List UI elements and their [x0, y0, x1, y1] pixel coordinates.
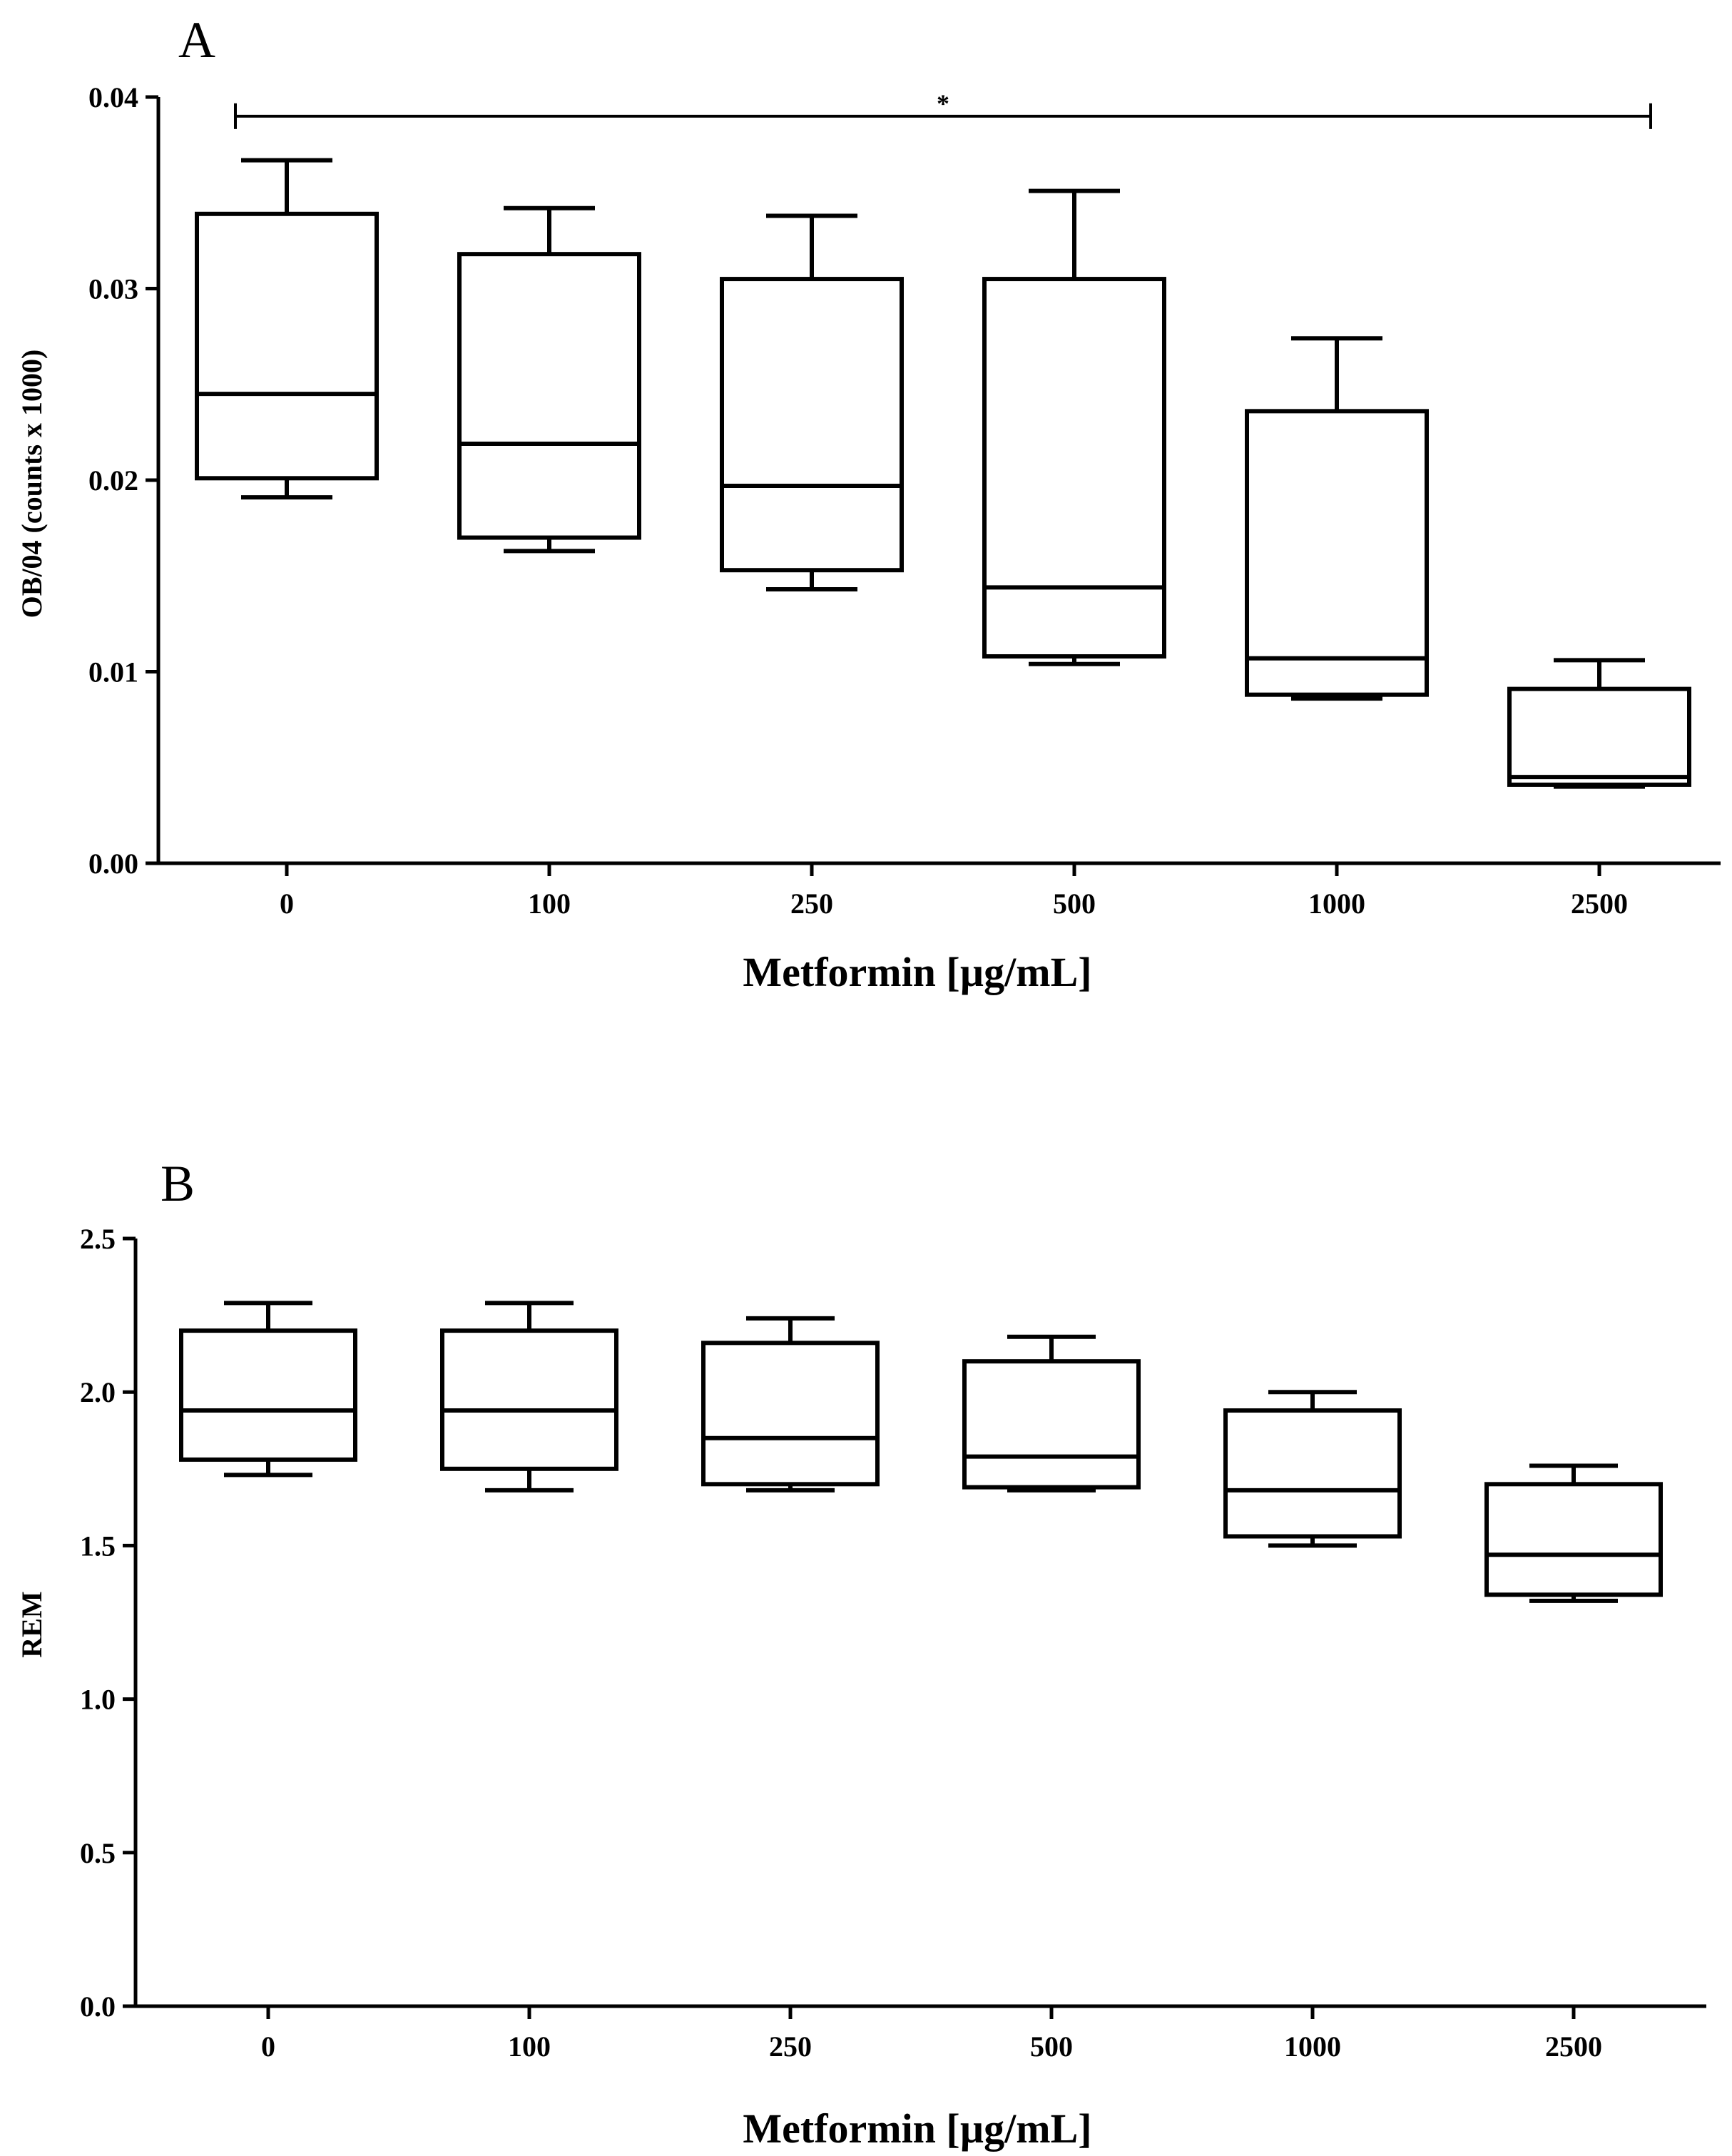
y-tick-label: 1.0	[80, 1684, 116, 1716]
x-tick-label: 100	[528, 888, 571, 920]
box	[179, 1328, 357, 1462]
significance-bracket: *	[234, 89, 1652, 129]
box	[962, 1359, 1141, 1490]
x-tick-label: 2500	[1571, 888, 1628, 920]
y-tick-label: 0.04	[88, 81, 138, 113]
box	[457, 252, 641, 540]
box-plot-100	[440, 1301, 618, 1493]
x-tick-label: 1000	[1284, 2030, 1341, 2063]
x-tick-label: 250	[790, 888, 833, 920]
box	[440, 1328, 618, 1471]
x-tick-label: 100	[508, 2030, 551, 2063]
y-tick-label: 0.01	[88, 656, 138, 688]
box-plot-100	[457, 205, 641, 554]
panel-b-x-axis-title: Metformin [µg/mL]	[743, 2105, 1091, 2152]
x-tick-label: 0	[261, 2030, 275, 2063]
y-tick-label: 0.02	[88, 464, 138, 497]
box	[1245, 409, 1429, 697]
panel-a-letter: A	[178, 11, 215, 68]
y-tick-label: 0.0	[80, 1990, 116, 2023]
box	[1507, 686, 1691, 787]
x-tick-label: 1000	[1308, 888, 1365, 920]
box	[1484, 1482, 1663, 1597]
box-plot-250	[720, 213, 904, 592]
box	[982, 277, 1166, 659]
x-tick-label: 250	[769, 2030, 812, 2063]
y-tick-label: 2.5	[80, 1223, 116, 1255]
box-plot-1000	[1245, 336, 1429, 701]
y-tick-label: 0.5	[80, 1837, 116, 1869]
box-plot-1000	[1223, 1390, 1402, 1548]
box	[1223, 1408, 1402, 1539]
box	[195, 211, 379, 481]
x-tick-label: 500	[1030, 2030, 1073, 2063]
x-tick-label: 0	[280, 888, 294, 920]
panel-a-y-axis-title: OB/04 (counts x 1000)	[16, 350, 48, 619]
box-plot-2500	[1484, 1463, 1663, 1603]
box	[701, 1341, 880, 1487]
x-tick-label: 500	[1053, 888, 1096, 920]
x-tick-label: 2500	[1545, 2030, 1602, 2063]
panel-a: A Metformin [µg/mL] OB/04 (counts x 1000…	[16, 11, 1721, 995]
y-tick-label: 0.03	[88, 273, 138, 305]
significance-label: *	[937, 89, 949, 118]
panel-b: B Metformin [µg/mL] REM 0.0 0.5 1.0 1.5 2.0 2…	[16, 1155, 1706, 2152]
box-plot-0	[195, 158, 379, 500]
y-tick-label: 2.0	[80, 1376, 116, 1408]
panel-b-letter: B	[161, 1155, 195, 1212]
y-tick-label: 0.00	[88, 848, 138, 880]
box-plot-250	[701, 1316, 880, 1493]
box-plot-0	[179, 1301, 357, 1478]
panel-a-x-axis-title: Metformin [µg/mL]	[743, 949, 1091, 995]
box-plot-2500	[1507, 658, 1691, 789]
box-plot-500	[982, 188, 1166, 666]
box-plot-500	[962, 1334, 1141, 1493]
panel-b-y-axis-title: REM	[16, 1591, 48, 1657]
box	[720, 277, 904, 573]
y-tick-label: 1.5	[80, 1530, 116, 1562]
